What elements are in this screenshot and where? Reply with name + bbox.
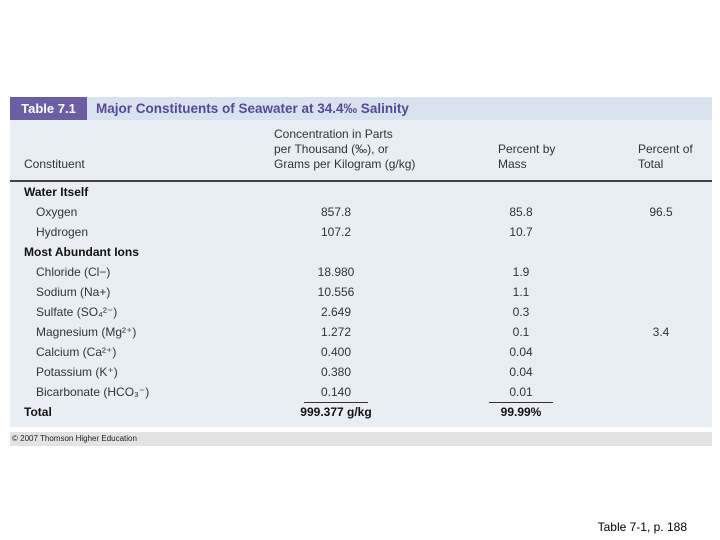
total-value: 99.99% (500, 405, 542, 419)
cell-value: 96.5 (649, 205, 673, 219)
cell-value: 0.140 (320, 385, 352, 399)
sum-rule (489, 402, 553, 403)
cell-value: 0.380 (320, 365, 352, 379)
total-value: 999.377 g/kg (300, 405, 372, 419)
cell-value: 0.04 (509, 365, 533, 379)
sum-rule (304, 402, 368, 403)
table-label: Table 7.1 (10, 97, 87, 120)
row-label: Sodium (Na+) (36, 285, 111, 299)
section-heading: Most Abundant Ions (24, 245, 139, 259)
table-panel: Table 7.1 Major Constituents of Seawater… (10, 97, 712, 427)
cell-value: 0.01 (509, 385, 533, 399)
row-label: Potassium (K⁺) (36, 365, 118, 379)
cell-value: 0.04 (509, 345, 533, 359)
column-header: Concentration in Parts (274, 127, 393, 141)
column-header: per Thousand (‰), or (274, 142, 389, 156)
cell-value: 857.8 (320, 205, 352, 219)
column-header: Mass (498, 157, 527, 171)
row-label: Oxygen (36, 205, 78, 219)
row-label: Chloride (Cl−) (36, 265, 111, 279)
column-header: Percent of (638, 142, 693, 156)
footer-band (10, 432, 712, 446)
header-rule (10, 180, 712, 182)
cell-value: 10.556 (317, 285, 355, 299)
cell-value: 3.4 (652, 325, 670, 339)
cell-value: 85.8 (509, 205, 533, 219)
column-header: Grams per Kilogram (g/kg) (274, 157, 416, 171)
cell-value: 1.272 (320, 325, 352, 339)
cell-value: 0.400 (320, 345, 352, 359)
cell-value: 0.3 (512, 305, 530, 319)
cell-value: 18.980 (317, 265, 355, 279)
section-heading: Water Itself (24, 185, 89, 199)
cell-value: 1.1 (512, 285, 530, 299)
table-title: Major Constituents of Seawater at 34.4‰ … (96, 101, 409, 116)
cell-value: 10.7 (509, 225, 533, 239)
cell-value: 0.1 (512, 325, 530, 339)
row-label: Sulfate (SO₄²⁻) (36, 305, 118, 319)
row-label: Magnesium (Mg²⁺) (36, 325, 137, 339)
cell-value: 2.649 (320, 305, 352, 319)
column-header: Total (638, 157, 664, 171)
total-label: Total (24, 405, 52, 419)
header-band (10, 97, 712, 120)
row-label: Bicarbonate (HCO₃⁻) (36, 385, 150, 399)
cell-value: 107.2 (320, 225, 352, 239)
column-header: Percent by (498, 142, 556, 156)
copyright: © 2007 Thomson Higher Education (12, 434, 137, 443)
caption: Table 7-1, p. 188 (597, 520, 687, 534)
row-label: Calcium (Ca²⁺) (36, 345, 117, 359)
row-label: Hydrogen (36, 225, 89, 239)
column-header: Constituent (24, 157, 85, 171)
cell-value: 1.9 (512, 265, 530, 279)
